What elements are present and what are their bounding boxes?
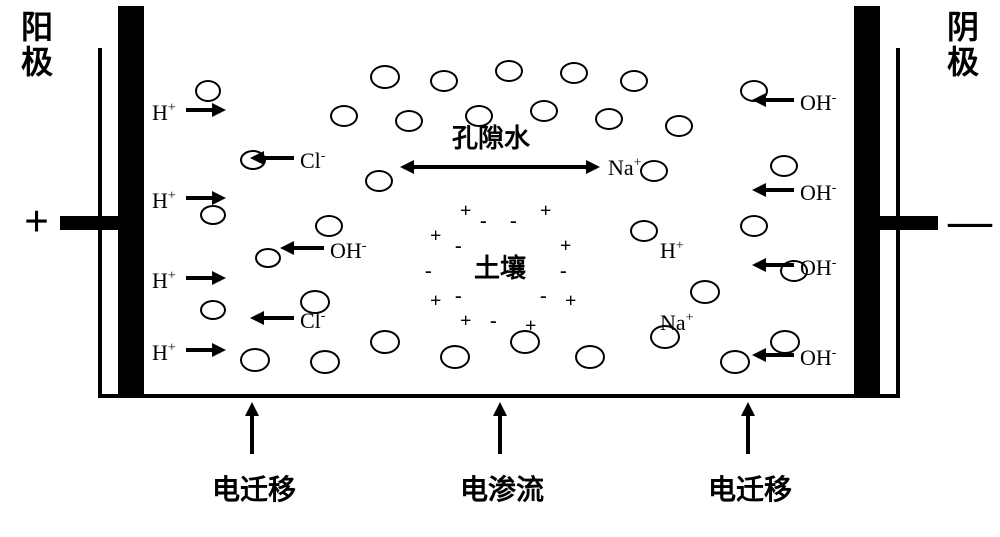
ion-label: OH- [800, 180, 836, 206]
bottom-arrow [493, 402, 507, 454]
soil-particle [530, 100, 558, 122]
soil-particle [395, 110, 423, 132]
pore-water-arrow [400, 160, 600, 174]
ion-arrow [752, 348, 794, 362]
ion-arrow [186, 271, 226, 285]
ion-label: Na+ [660, 310, 694, 336]
cathode-label: 阴极 [946, 10, 980, 80]
soil-particle [575, 345, 605, 369]
charge-symbol: + [430, 290, 441, 313]
ion-label: H+ [152, 188, 176, 214]
soil-particle [630, 220, 658, 242]
soil-particle [330, 105, 358, 127]
bottom-label: 电迁移 [212, 468, 296, 508]
bottom-label: 电迁移 [708, 468, 792, 508]
soil-particle [620, 70, 648, 92]
plus-sign: + [24, 196, 49, 247]
charge-symbol: + [525, 315, 536, 338]
soil-particle [240, 348, 270, 372]
charge-symbol: + [430, 225, 441, 248]
diagram-root: 阳极 阴极 + — 孔隙水 土壤 +--++-+--+--++-+ H+H+H+… [0, 0, 1000, 537]
ion-arrow [752, 183, 794, 197]
ion-label: OH- [800, 255, 836, 281]
charge-symbol: - [455, 235, 462, 258]
bottom-arrow [245, 402, 259, 454]
charge-symbol: - [490, 310, 497, 333]
soil-particle [770, 155, 798, 177]
soil-particle [200, 205, 226, 225]
charge-symbol: + [540, 200, 551, 223]
soil-particle [370, 65, 400, 89]
minus-sign: — [948, 196, 992, 247]
ion-label: OH- [330, 238, 366, 264]
soil-particle [195, 80, 221, 102]
soil-particle [430, 70, 458, 92]
soil-particle [440, 345, 470, 369]
charge-symbol: - [510, 210, 517, 233]
charge-symbol: + [460, 200, 471, 223]
charge-symbol: + [460, 310, 471, 333]
soil-particle [595, 108, 623, 130]
charge-symbol: + [565, 290, 576, 313]
charge-symbol: + [560, 235, 571, 258]
soil-particle [465, 105, 493, 127]
ion-label: OH- [800, 345, 836, 371]
ion-arrow [186, 343, 226, 357]
charge-symbol: - [425, 260, 432, 283]
soil-particle [495, 60, 523, 82]
ion-label: Cl- [300, 148, 325, 174]
soil-particle [255, 248, 281, 268]
bottom-arrow [741, 402, 755, 454]
soil-particle [315, 215, 343, 237]
soil-particle [690, 280, 720, 304]
charge-symbol: - [455, 285, 462, 308]
ion-label: Cl- [300, 308, 325, 334]
ion-arrow [752, 93, 794, 107]
soil-particle [200, 300, 226, 320]
ion-arrow [250, 311, 294, 325]
ion-label: H+ [152, 340, 176, 366]
soil-particle [310, 350, 340, 374]
ion-arrow [752, 258, 794, 272]
ion-label: Na+ [608, 155, 642, 181]
ion-arrow [186, 191, 226, 205]
soil-particle [365, 170, 393, 192]
ion-label: OH- [800, 90, 836, 116]
charge-symbol: - [540, 285, 547, 308]
soil-particle [720, 350, 750, 374]
soil-particle [665, 115, 693, 137]
soil-label: 土壤 [474, 248, 526, 285]
pore-water-label: 孔隙水 [452, 118, 530, 155]
ion-label: H+ [660, 238, 684, 264]
charge-symbol: - [560, 260, 567, 283]
soil-particle [640, 160, 668, 182]
bottom-label: 电渗流 [460, 468, 544, 508]
ion-arrow [250, 151, 294, 165]
soil-particle [370, 330, 400, 354]
soil-particle [560, 62, 588, 84]
soil-particle [740, 215, 768, 237]
anode-label: 阳极 [20, 10, 54, 80]
ion-arrow [280, 241, 324, 255]
ion-label: H+ [152, 268, 176, 294]
charge-symbol: - [480, 210, 487, 233]
ion-arrow [186, 103, 226, 117]
ion-label: H+ [152, 100, 176, 126]
